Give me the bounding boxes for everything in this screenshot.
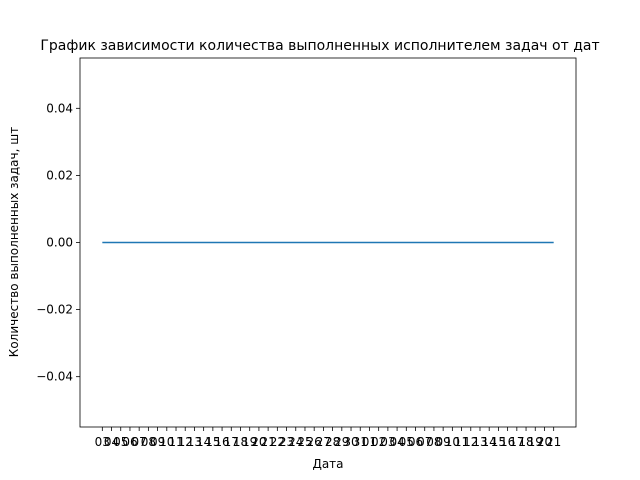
x-tick-label: 18 <box>233 435 248 449</box>
x-tick-label: 07 <box>417 435 432 449</box>
x-tick-label: 16 <box>214 435 229 449</box>
x-tick-label: 29 <box>334 435 349 449</box>
x-tick-label: 07 <box>132 435 147 449</box>
y-tick-label: −0.02 <box>36 303 73 317</box>
x-tick-label: 01 <box>362 435 377 449</box>
x-tick-label: 11 <box>454 435 469 449</box>
x-tick-label: 03 <box>95 435 110 449</box>
x-tick-label: 20 <box>537 435 552 449</box>
x-tick-label: 06 <box>122 435 137 449</box>
x-tick-label: 30 <box>343 435 358 449</box>
x-tick-label: 21 <box>546 435 561 449</box>
x-tick-label: 14 <box>482 435 497 449</box>
x-axis: 0304050607080910111213141516171819202122… <box>95 427 561 449</box>
x-tick-label: 24 <box>288 435 303 449</box>
plot-frame <box>79 57 577 428</box>
x-tick-label: 31 <box>353 435 368 449</box>
x-tick-label: 05 <box>399 435 414 449</box>
x-tick-label: 04 <box>104 435 119 449</box>
x-tick-label: 15 <box>491 435 506 449</box>
x-tick-label: 22 <box>270 435 285 449</box>
chart-title: График зависимости количества выполненны… <box>40 38 599 54</box>
x-tick-label: 27 <box>316 435 331 449</box>
x-tick-label: 05 <box>113 435 128 449</box>
x-tick-label: 09 <box>436 435 451 449</box>
x-tick-label: 23 <box>279 435 294 449</box>
x-tick-label: 03 <box>380 435 395 449</box>
x-tick-label: 21 <box>260 435 275 449</box>
x-tick-label: 17 <box>509 435 524 449</box>
y-tick-label: 0.02 <box>46 168 73 182</box>
x-tick-label: 12 <box>178 435 193 449</box>
x-tick-label: 15 <box>205 435 220 449</box>
y-tick-label: −0.04 <box>36 370 73 384</box>
x-tick-label: 08 <box>426 435 441 449</box>
x-tick-label: 20 <box>251 435 266 449</box>
x-tick-label: 16 <box>500 435 515 449</box>
x-tick-label: 13 <box>187 435 202 449</box>
x-tick-label: 14 <box>196 435 211 449</box>
x-tick-label: 10 <box>159 435 174 449</box>
x-tick-label: 11 <box>168 435 183 449</box>
x-tick-label: 26 <box>307 435 322 449</box>
y-tick-label: 0.00 <box>46 236 73 250</box>
x-tick-label: 25 <box>297 435 312 449</box>
x-tick-label: 28 <box>325 435 340 449</box>
x-tick-label: 19 <box>528 435 543 449</box>
x-axis-label: Дата <box>312 457 343 471</box>
y-axis-label: Количество выполненных задач, шт <box>7 127 21 357</box>
x-tick-label: 17 <box>224 435 239 449</box>
x-tick-label: 04 <box>389 435 404 449</box>
x-tick-label: 18 <box>518 435 533 449</box>
x-tick-label: 09 <box>150 435 165 449</box>
x-tick-label: 06 <box>408 435 423 449</box>
y-tick-label: 0.04 <box>46 101 73 115</box>
x-tick-label: 10 <box>445 435 460 449</box>
x-tick-label: 08 <box>141 435 156 449</box>
x-tick-label: 12 <box>463 435 478 449</box>
y-axis: 0.04 0.02 0.00 −0.02 −0.04 <box>36 101 80 384</box>
x-tick-label: 02 <box>371 435 386 449</box>
x-tick-label: 13 <box>472 435 487 449</box>
x-tick-label: 19 <box>242 435 257 449</box>
